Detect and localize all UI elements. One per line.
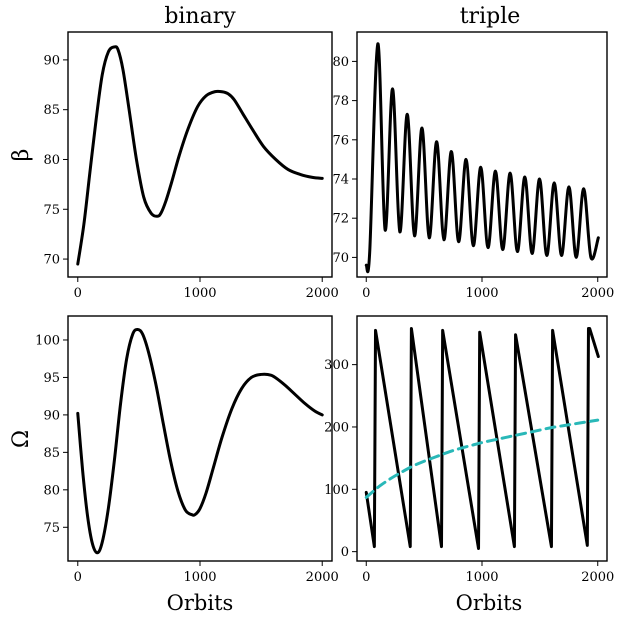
series-line-omega-triple-1 — [364, 418, 600, 499]
series-line-omega-binary-0 — [76, 327, 324, 555]
xtick-label-omega-triple-0: 0 — [362, 570, 370, 585]
ytick-label-omega-triple-100: 100 — [324, 483, 349, 498]
column-title-binary: binary — [164, 4, 236, 29]
xtick-label-omega-binary-2000: 2000 — [306, 570, 339, 585]
xlabel-left: Orbits — [167, 591, 234, 615]
ytick-label-beta-triple-70: 70 — [332, 251, 349, 266]
series-line-beta-triple-0 — [364, 42, 600, 274]
ytick-label-beta-triple-78: 78 — [332, 94, 349, 109]
panel-omega-binary: 0 1000 2000 75 80 85 90 95 100 — [35, 315, 339, 585]
ytick-label-omega-binary-90: 90 — [43, 408, 60, 423]
ytick-label-omega-binary-75: 75 — [43, 521, 60, 536]
ytick-label-omega-binary-85: 85 — [43, 446, 60, 461]
xtick-label-omega-binary-1000: 1000 — [183, 570, 216, 585]
xtick-label-beta-triple-0: 0 — [362, 286, 370, 301]
ytick-label-beta-binary-90: 90 — [43, 53, 60, 68]
ytick-label-beta-binary-80: 80 — [43, 153, 60, 168]
column-title-triple: triple — [460, 4, 521, 29]
ytick-label-omega-binary-100: 100 — [35, 333, 60, 348]
ylabel-omega: Ω — [9, 430, 34, 448]
axes-frame-beta-triple — [356, 31, 608, 278]
series-line-beta-binary-0 — [76, 45, 324, 266]
panel-beta-triple: 0 1000 2000 70 72 74 76 78 80 — [332, 31, 614, 301]
ytick-label-beta-triple-80: 80 — [332, 55, 349, 70]
xtick-label-beta-binary-0: 0 — [74, 286, 82, 301]
ytick-label-beta-triple-74: 74 — [332, 173, 349, 188]
ytick-label-omega-triple-200: 200 — [324, 420, 349, 435]
ytick-label-beta-triple-76: 76 — [332, 133, 349, 148]
ytick-label-omega-binary-80: 80 — [43, 483, 60, 498]
ytick-label-beta-binary-85: 85 — [43, 103, 60, 118]
ytick-label-beta-triple-72: 72 — [332, 212, 349, 227]
panel-beta-binary: 0 1000 2000 70 75 80 85 90 — [43, 31, 339, 301]
ylabel-beta: β — [9, 149, 34, 162]
xtick-label-beta-triple-2000: 2000 — [581, 286, 614, 301]
ytick-label-omega-triple-300: 300 — [324, 358, 349, 373]
xtick-label-beta-triple-1000: 1000 — [465, 286, 498, 301]
axes-frame-beta-binary — [67, 31, 333, 278]
xtick-label-omega-triple-1000: 1000 — [465, 570, 498, 585]
ytick-label-omega-binary-95: 95 — [43, 371, 60, 386]
ytick-label-beta-binary-70: 70 — [43, 253, 60, 268]
xlabel-right: Orbits — [456, 591, 523, 615]
xtick-label-beta-binary-1000: 1000 — [183, 286, 216, 301]
xtick-label-omega-binary-0: 0 — [74, 570, 82, 585]
ytick-label-omega-triple-0: 0 — [341, 545, 349, 560]
series-line-omega-triple-0 — [364, 326, 600, 551]
xtick-label-omega-triple-2000: 2000 — [581, 570, 614, 585]
axes-frame-omega-binary — [67, 315, 333, 562]
xtick-label-beta-binary-2000: 2000 — [306, 286, 339, 301]
ytick-label-beta-binary-75: 75 — [43, 203, 60, 218]
panel-omega-triple: 0 1000 2000 0 100 200 300 — [324, 315, 614, 585]
